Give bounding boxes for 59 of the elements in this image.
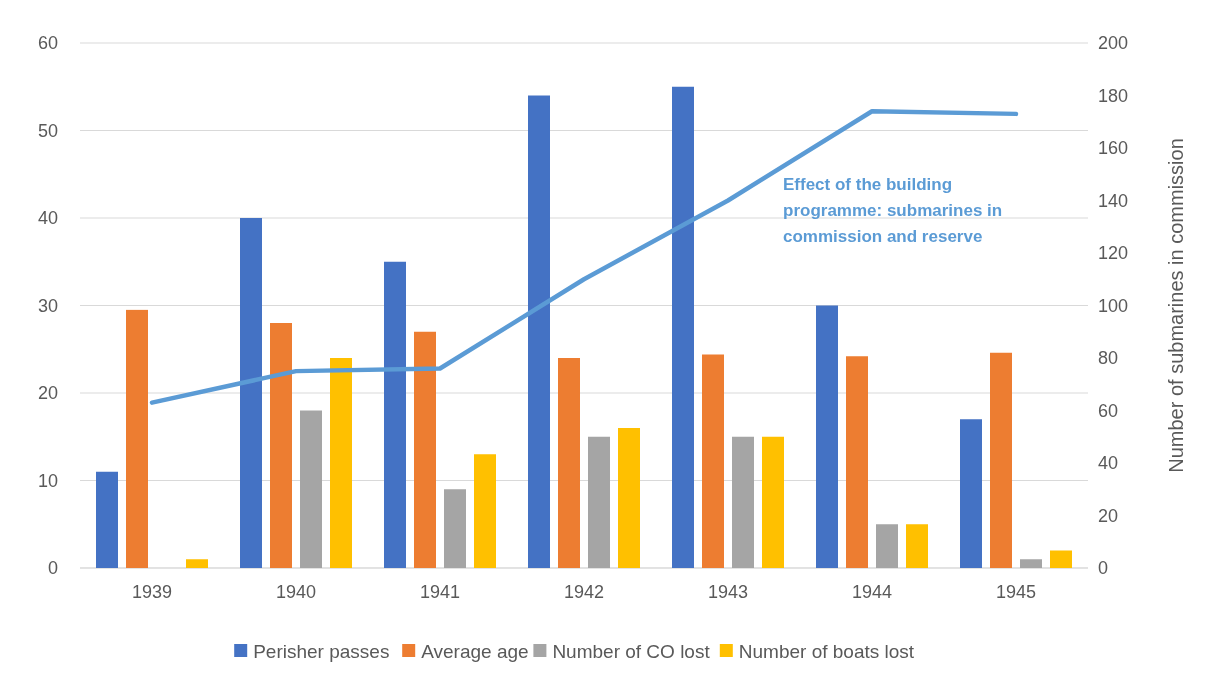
bar bbox=[240, 218, 262, 568]
legend-label: Average age bbox=[421, 640, 529, 662]
bar bbox=[846, 356, 868, 568]
y2-tick-label: 40 bbox=[1098, 453, 1119, 474]
legend-label: Perisher passes bbox=[253, 640, 390, 662]
y-tick-label: 30 bbox=[37, 295, 58, 316]
y2-axis-title: Number of submarines in commission bbox=[1165, 138, 1187, 473]
bar bbox=[528, 95, 550, 568]
bar bbox=[672, 86, 694, 568]
y2-tick-label: 80 bbox=[1098, 348, 1119, 369]
x-tick-label: 1939 bbox=[131, 582, 173, 602]
legend-label: Number of boats lost bbox=[738, 640, 915, 662]
line-series bbox=[149, 109, 1019, 405]
annotation: Effect of the building programme: submarines in commission and reserve bbox=[783, 175, 1003, 246]
y-tick-label: 10 bbox=[37, 470, 58, 491]
x-tick-label: 1942 bbox=[563, 582, 605, 602]
y-tick-label: 40 bbox=[37, 208, 58, 229]
y2-tick-label: 180 bbox=[1098, 85, 1129, 106]
y-tick-label: 60 bbox=[37, 33, 58, 54]
bar bbox=[330, 358, 352, 568]
y2-tick-label: 140 bbox=[1098, 190, 1129, 211]
legend-label: Number of CO lost bbox=[552, 640, 711, 662]
bar bbox=[186, 559, 208, 568]
bar bbox=[414, 331, 436, 568]
bar bbox=[618, 428, 640, 568]
y-tick-label: 0 bbox=[47, 558, 58, 579]
y2-tick-label: 0 bbox=[1098, 558, 1109, 579]
y2-tick-label: 100 bbox=[1098, 295, 1129, 316]
bar bbox=[762, 436, 784, 568]
bar bbox=[558, 358, 580, 568]
bar bbox=[816, 305, 838, 568]
y-tick-label: 20 bbox=[37, 383, 58, 404]
bar bbox=[474, 454, 496, 568]
bar bbox=[270, 323, 292, 568]
y2-tick-label: 20 bbox=[1098, 505, 1119, 526]
x-tick-label: 1944 bbox=[851, 582, 893, 602]
bar bbox=[732, 436, 754, 568]
y2-tick-label: 200 bbox=[1098, 33, 1129, 54]
y-tick-label: 50 bbox=[37, 120, 58, 141]
bar bbox=[300, 410, 322, 568]
y2-tick-label: 120 bbox=[1098, 243, 1129, 264]
x-tick-label: 1941 bbox=[419, 582, 461, 602]
bar bbox=[1020, 559, 1042, 568]
bar bbox=[960, 419, 982, 568]
x-tick-label: 1940 bbox=[275, 582, 317, 602]
bar bbox=[1050, 550, 1072, 568]
bar bbox=[96, 471, 118, 568]
x-tick-label: 1943 bbox=[707, 582, 749, 602]
bar bbox=[906, 524, 928, 568]
y2-tick-label: 60 bbox=[1098, 400, 1119, 421]
bar bbox=[444, 489, 466, 568]
bar bbox=[990, 352, 1012, 568]
bar bbox=[588, 436, 610, 568]
y2-tick-label: 160 bbox=[1098, 138, 1129, 159]
x-tick-label: 1945 bbox=[995, 582, 1037, 602]
bar bbox=[876, 524, 898, 568]
bar bbox=[126, 309, 148, 568]
bar bbox=[702, 354, 724, 568]
bar bbox=[384, 261, 406, 568]
